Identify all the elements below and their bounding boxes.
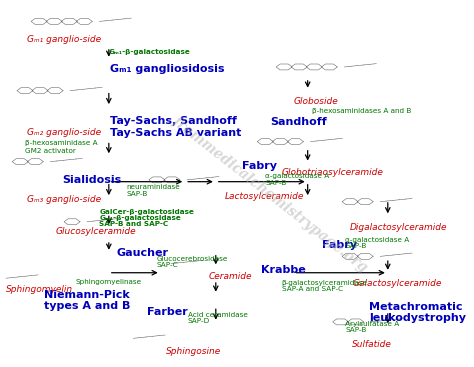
- Text: SAP-B: SAP-B: [346, 243, 367, 249]
- Text: Sphingomyelinase: Sphingomyelinase: [76, 279, 142, 285]
- Text: Glucocerebrosidase: Glucocerebrosidase: [157, 256, 228, 262]
- Text: frommedicalchemistrypage.org: frommedicalchemistrypage.org: [170, 114, 370, 275]
- Text: Gₘ₁ ganglio­side: Gₘ₁ ganglio­side: [27, 35, 101, 44]
- Text: leukodystrophy: leukodystrophy: [369, 313, 466, 323]
- Text: Digalactosylceramide: Digalactosylceramide: [350, 223, 447, 232]
- Text: SAP-B: SAP-B: [346, 327, 367, 333]
- Text: Tay-Sachs AB variant: Tay-Sachs AB variant: [110, 127, 241, 138]
- Text: β-hexosaminidases A and B: β-hexosaminidases A and B: [312, 108, 412, 114]
- Text: SAP-C: SAP-C: [157, 262, 179, 268]
- Text: Krabbe: Krabbe: [261, 265, 305, 275]
- Text: SAP-D: SAP-D: [188, 318, 210, 324]
- Text: Gaucher: Gaucher: [117, 248, 169, 258]
- Text: Sialidosis: Sialidosis: [63, 175, 122, 185]
- Text: β-hexosaminidase A: β-hexosaminidase A: [25, 141, 98, 146]
- Text: Arylsulfatase A: Arylsulfatase A: [346, 321, 400, 327]
- Text: Sphingomyelin: Sphingomyelin: [6, 285, 73, 294]
- Text: Galactosylceramide: Galactosylceramide: [353, 279, 442, 288]
- Text: Farber: Farber: [147, 307, 188, 317]
- Text: neuraminidase: neuraminidase: [126, 184, 180, 190]
- Text: SAP-B: SAP-B: [126, 191, 147, 197]
- Text: α-galactosidase A: α-galactosidase A: [265, 173, 329, 179]
- Text: SAP-A and SAP-C: SAP-A and SAP-C: [282, 286, 343, 292]
- Text: Gₘ₂ ganglio­side: Gₘ₂ ganglio­side: [27, 128, 101, 137]
- Text: Gₘ₃ ganglio­side: Gₘ₃ ganglio­side: [27, 195, 101, 204]
- Text: Ceramide: Ceramide: [209, 272, 252, 281]
- Text: Metachromatic: Metachromatic: [369, 302, 463, 312]
- Text: Acid ceramidase: Acid ceramidase: [188, 312, 247, 317]
- Text: GM2 activator: GM2 activator: [25, 148, 76, 154]
- Text: Globotriaosylceramide: Globotriaosylceramide: [282, 168, 383, 177]
- Text: SAP-B and SAP-C: SAP-B and SAP-C: [100, 221, 169, 227]
- Text: Gₘ₁-β-galactosidase: Gₘ₁-β-galactosidase: [109, 50, 191, 55]
- Text: Niemann-Pick: Niemann-Pick: [44, 290, 129, 299]
- Text: Globoside: Globoside: [293, 97, 338, 106]
- Text: Gₘ₁ gangliosidosis: Gₘ₁ gangliosidosis: [110, 64, 224, 74]
- Text: Tay-Sachs, Sandhoff: Tay-Sachs, Sandhoff: [110, 116, 237, 126]
- Text: Sulfatide: Sulfatide: [353, 340, 392, 349]
- Text: Sphingosine: Sphingosine: [166, 346, 221, 356]
- Text: Fabry: Fabry: [322, 240, 357, 250]
- Text: α-galactosidase A: α-galactosidase A: [346, 237, 410, 243]
- Text: Fabry: Fabry: [242, 161, 277, 171]
- Text: Lactosylceramide: Lactosylceramide: [225, 192, 305, 201]
- Text: Glucosylceramide: Glucosylceramide: [55, 227, 136, 236]
- Text: GalCer-β-galactosidase: GalCer-β-galactosidase: [100, 209, 194, 215]
- Text: SAP-B: SAP-B: [265, 180, 287, 186]
- Text: β-galactosylceramidase: β-galactosylceramidase: [282, 280, 368, 286]
- Text: types A and B: types A and B: [44, 301, 130, 311]
- Text: Sandhoff: Sandhoff: [270, 117, 327, 127]
- Text: Gₘ₁-β-galactosidase: Gₘ₁-β-galactosidase: [100, 215, 181, 221]
